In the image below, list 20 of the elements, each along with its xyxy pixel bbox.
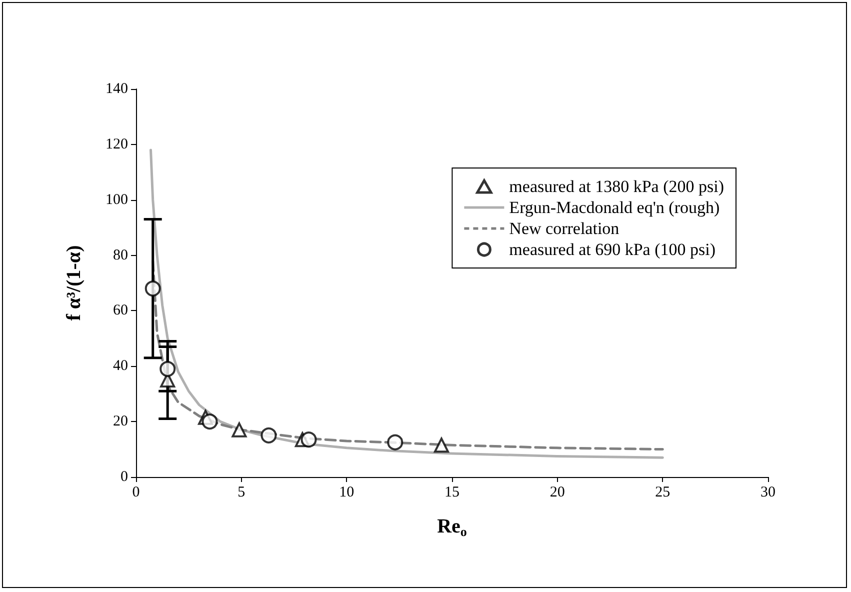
x-tick-label: 25 [655,484,670,500]
y-tick-label: 80 [113,247,128,264]
x-tick-label: 15 [444,484,460,500]
y-tick-label: 120 [106,136,128,152]
legend-label: New correlation [509,219,620,238]
y-axis-title: f α³/(1-α) [63,245,85,321]
x-tick-label: 30 [760,484,776,500]
x-tick-label: 20 [550,484,565,500]
x-tick-label: 10 [339,484,354,500]
x-tick-label: 0 [132,484,140,500]
legend-label: measured at 690 kPa (100 psi) [509,240,716,259]
y-tick-label: 0 [120,469,128,485]
y-tick-label: 60 [113,302,128,319]
y-tick-label: 20 [113,414,128,430]
legend-label: measured at 1380 kPa (200 psi) [509,177,724,196]
y-tick-label: 100 [106,192,128,208]
y-tick-label: 140 [106,81,128,97]
x-tick-label: 5 [238,484,246,500]
legend-label: Ergun-Macdonald eq'n (rough) [509,198,720,217]
y-tick-label: 40 [113,358,128,374]
